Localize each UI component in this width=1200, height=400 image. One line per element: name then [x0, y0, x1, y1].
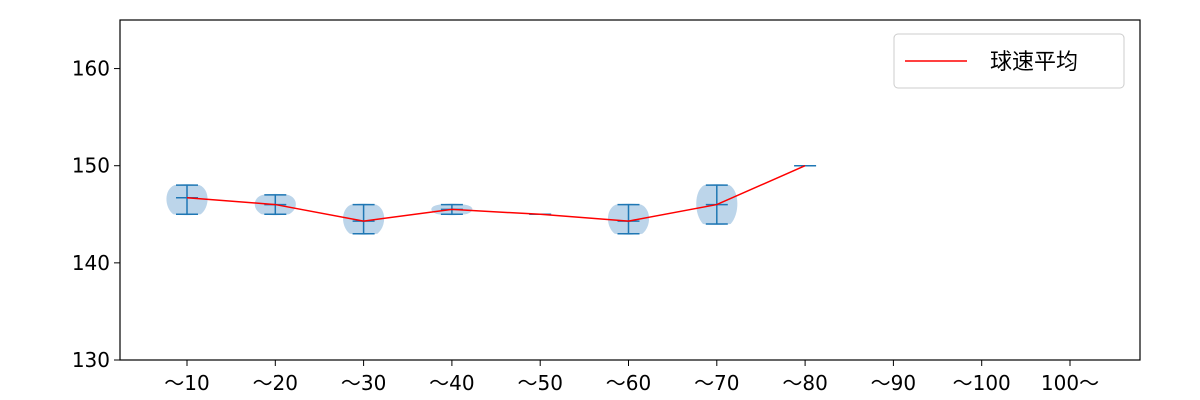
y-tick-label: 130 [72, 348, 110, 372]
x-tick-label: ～60 [606, 371, 651, 395]
x-tick-label: ～10 [164, 371, 209, 395]
y-axis: 130 140 150 160 [72, 57, 120, 372]
legend-box [893, 33, 1125, 89]
x-tick-label: ～90 [871, 371, 916, 395]
mean-line-layer [186, 165, 806, 222]
x-tick-label: ～20 [253, 371, 298, 395]
x-tick-label: 100～ [1041, 371, 1099, 395]
legend: 球速平均 [893, 33, 1125, 89]
x-tick-label: ～80 [782, 371, 827, 395]
legend-label: 球速平均 [990, 50, 1078, 75]
x-tick-label: ～100 [953, 371, 1011, 395]
x-axis: ～10 ～20 ～30 ～40 ～50 ～60 ～70 ～80 ～90 ～100 100～ [164, 360, 1099, 395]
y-tick-label: 140 [72, 251, 110, 275]
x-tick-label: ～50 [517, 371, 562, 395]
y-tick-label: 150 [72, 154, 110, 178]
y-tick-label: 160 [72, 57, 110, 81]
mean-series-line [186, 165, 806, 222]
x-tick-label: ～30 [341, 371, 386, 395]
x-tick-label: ～70 [694, 371, 739, 395]
x-tick-label: ～40 [429, 371, 474, 395]
